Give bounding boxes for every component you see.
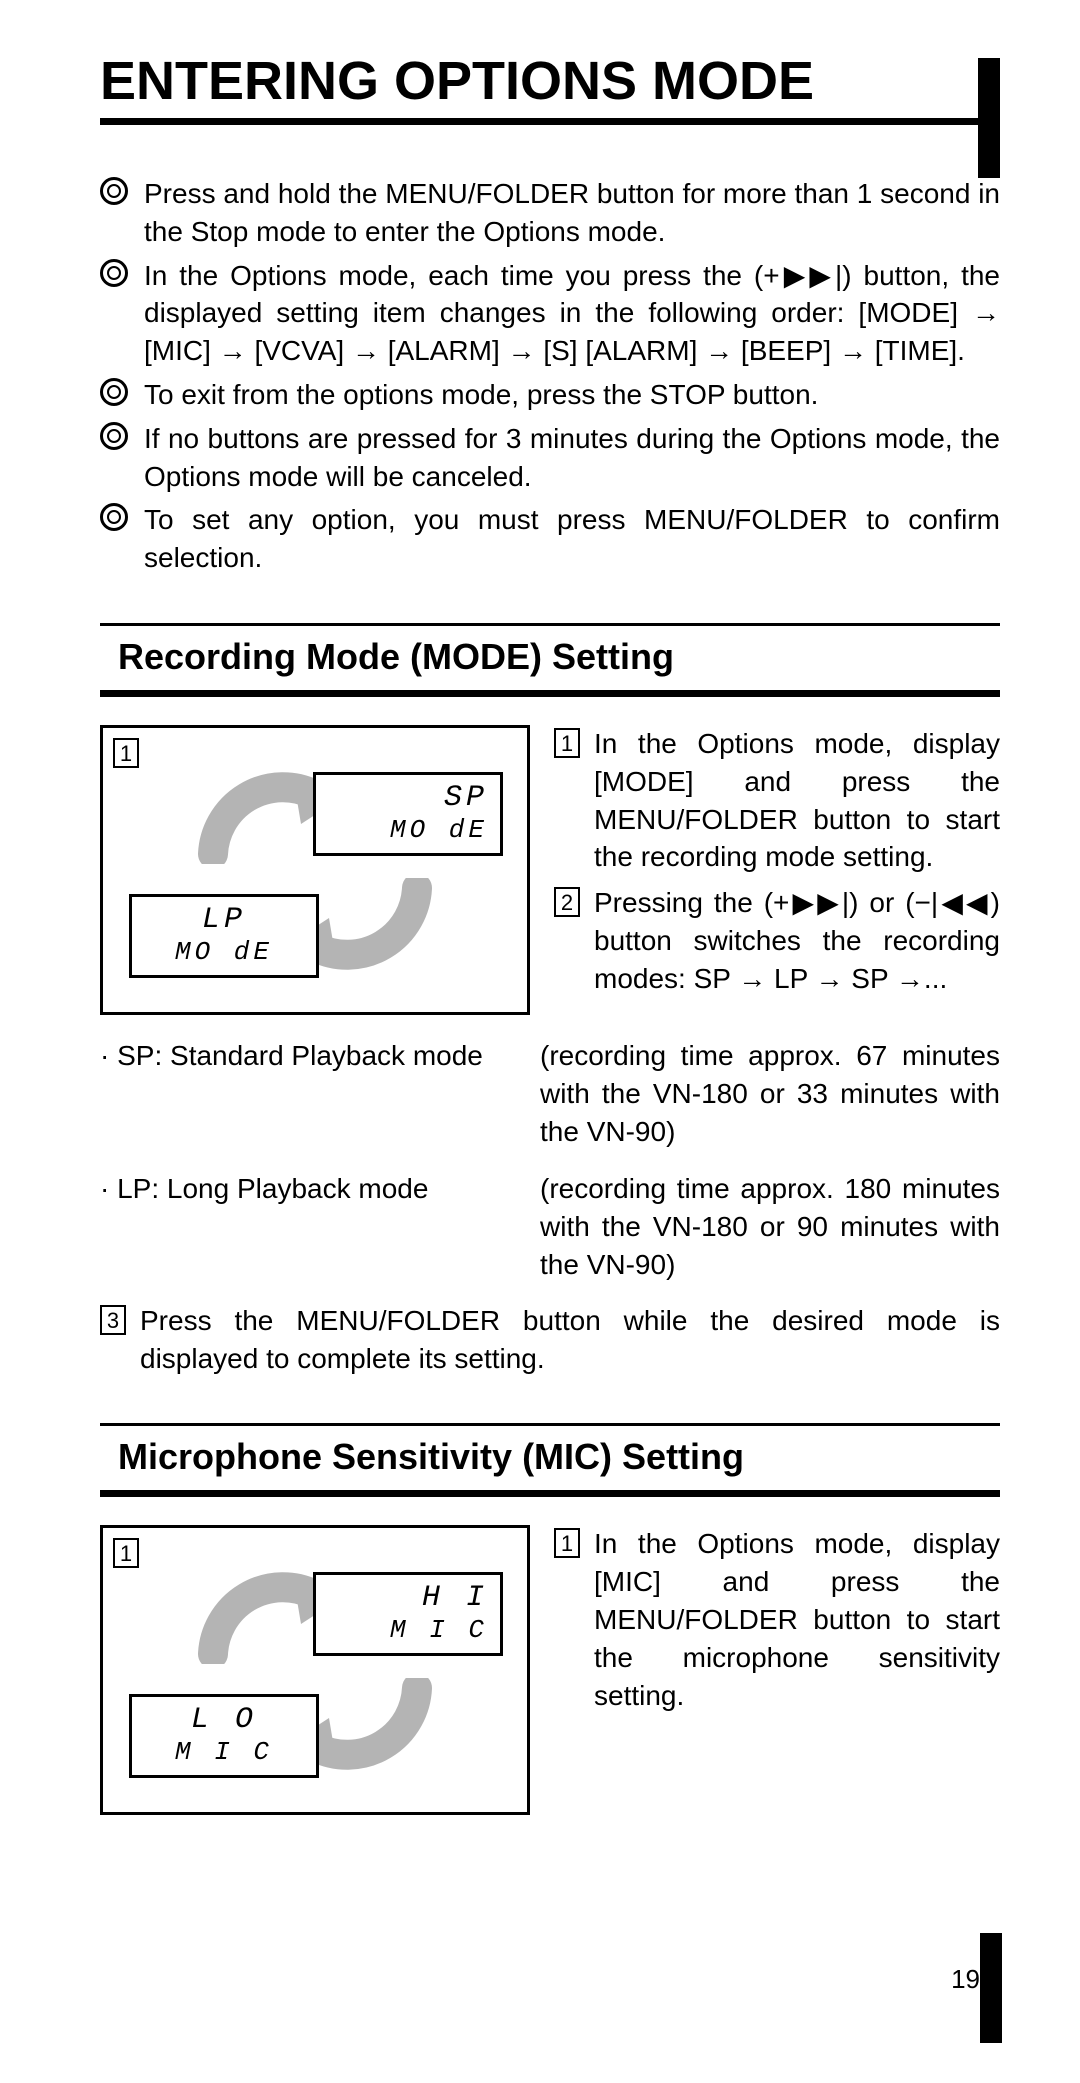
list-text: If no buttons are pressed for 3 minutes … <box>144 423 1000 492</box>
mode-definitions: · SP: Standard Playback mode (recording … <box>100 1037 1000 1284</box>
lcd-line2: M I C <box>328 1615 488 1645</box>
list-item: Press and hold the MENU/FOLDER button fo… <box>100 175 1000 251</box>
step-badge: 3 <box>100 1305 126 1335</box>
lcd-line1: H I <box>328 1581 488 1615</box>
section-recording-mode: Recording Mode (MODE) Setting 1 SP MO dE <box>100 623 1000 1377</box>
mode-desc-sp: (recording time approx. 67 minutes with … <box>540 1037 1000 1150</box>
lcd-line1: L O <box>144 1703 304 1737</box>
section-mic-sensitivity: Microphone Sensitivity (MIC) Setting 1 H… <box>100 1423 1000 1815</box>
list-text: In the Options mode, each time you press… <box>144 260 1000 367</box>
lcd-line1: LP <box>144 903 304 937</box>
manual-page: ENTERING OPTIONS MODE Press and hold the… <box>0 0 1080 1875</box>
lcd-screen-hi: H I M I C <box>313 1572 503 1656</box>
figure-right-text: 1 In the Options mode, display [MODE] and… <box>554 725 1000 1015</box>
mode-label-lp: · LP: Long Playback mode <box>100 1170 520 1283</box>
page-title-block: ENTERING OPTIONS MODE <box>100 40 1000 125</box>
lcd-line2: MO dE <box>144 937 304 967</box>
list-text: Press and hold the MENU/FOLDER button fo… <box>144 178 1000 247</box>
lcd-screen-lp: LP MO dE <box>129 894 319 978</box>
list-item: 1 In the Options mode, display [MIC] and … <box>554 1525 1000 1714</box>
step-text: Press the MENU/FOLDER button while the d… <box>140 1305 1000 1374</box>
step-badge: 1 <box>554 728 580 758</box>
lcd-line1: SP <box>328 781 488 815</box>
step-text: In the Options mode, display [MODE] and … <box>594 728 1000 872</box>
title-underline <box>100 118 1000 125</box>
list-item: 1 In the Options mode, display [MODE] and… <box>554 725 1000 876</box>
numbered-steps: 1 In the Options mode, display [MIC] and … <box>554 1525 1000 1714</box>
page-edge-tab <box>980 1933 1002 2043</box>
figure-badge: 1 <box>113 1538 139 1568</box>
numbered-steps: 1 In the Options mode, display [MODE] and… <box>554 725 1000 998</box>
step-badge: 2 <box>554 887 580 917</box>
mic-cycle-figure: 1 H I M I C L O M I C <box>100 1525 530 1815</box>
list-text: To exit from the options mode, press the… <box>144 379 818 410</box>
lcd-screen-lo: L O M I C <box>129 1694 319 1778</box>
options-overview-list: Press and hold the MENU/FOLDER button fo… <box>100 175 1000 577</box>
step-text: In the Options mode, display [MIC] and p… <box>594 1528 1000 1710</box>
circle-bullet-icon <box>100 378 128 406</box>
figure-row: 1 SP MO dE LP MO dE <box>100 725 1000 1015</box>
mode-label-sp: · SP: Standard Playback mode <box>100 1037 520 1150</box>
mode-desc-lp: (recording time approx. 180 minutes with… <box>540 1170 1000 1283</box>
step-badge: 1 <box>554 1528 580 1558</box>
list-item: In the Options mode, each time you press… <box>100 257 1000 370</box>
list-item: If no buttons are pressed for 3 minutes … <box>100 420 1000 496</box>
circle-bullet-icon <box>100 259 128 287</box>
figure-right-text: 1 In the Options mode, display [MIC] and … <box>554 1525 1000 1815</box>
section-heading: Recording Mode (MODE) Setting <box>100 623 1000 697</box>
section-heading: Microphone Sensitivity (MIC) Setting <box>100 1423 1000 1497</box>
list-item: To set any option, you must press MENU/F… <box>100 501 1000 577</box>
circle-bullet-icon <box>100 503 128 531</box>
circle-bullet-icon <box>100 422 128 450</box>
list-item: To exit from the options mode, press the… <box>100 376 1000 414</box>
step-text: Pressing the (+▶▶|) or (−|◀◀) button swi… <box>594 887 1000 994</box>
page-title: ENTERING OPTIONS MODE <box>100 50 1000 112</box>
circle-bullet-icon <box>100 177 128 205</box>
lcd-line2: M I C <box>144 1737 304 1767</box>
figure-badge: 1 <box>113 738 139 768</box>
page-number: 19 <box>951 1964 980 1995</box>
lcd-screen-sp: SP MO dE <box>313 772 503 856</box>
list-text: To set any option, you must press MENU/F… <box>144 504 1000 573</box>
list-item: 2 Pressing the (+▶▶|) or (−|◀◀) button sw… <box>554 884 1000 997</box>
mode-cycle-figure: 1 SP MO dE LP MO dE <box>100 725 530 1015</box>
lcd-line2: MO dE <box>328 815 488 845</box>
title-edge-tab <box>978 58 1000 178</box>
figure-row: 1 H I M I C L O M I C <box>100 1525 1000 1815</box>
step-3: 3 Press the MENU/FOLDER button while the… <box>100 1302 1000 1378</box>
